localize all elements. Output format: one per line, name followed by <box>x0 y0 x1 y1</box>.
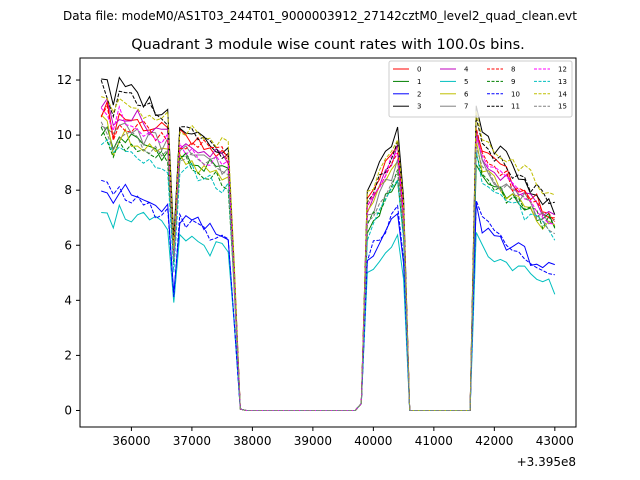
legend-label: 15 <box>558 103 567 111</box>
x-tick-label: 42000 <box>475 434 513 448</box>
x-tick-label: 36000 <box>112 434 150 448</box>
chart-title: Quadrant 3 module wise count rates with … <box>131 37 525 53</box>
legend-label: 12 <box>558 66 567 74</box>
series-line-15 <box>100 121 556 411</box>
legend-label: 6 <box>464 90 469 98</box>
plot-frame <box>79 57 577 428</box>
legend-label: 10 <box>511 90 520 98</box>
legend-label: 13 <box>558 78 567 86</box>
x-tick-label: 37000 <box>173 434 211 448</box>
y-tick-label: 8 <box>64 183 72 197</box>
y-tick-label: 12 <box>57 73 72 87</box>
x-tick-label: 43000 <box>536 434 574 448</box>
axes-layer: 36000 37000 38000 39000 40000 41000 42000 43000… <box>57 73 574 448</box>
legend-label: 3 <box>417 103 421 111</box>
x-tick-label: 39000 <box>294 434 332 448</box>
y-tick-label: 4 <box>64 293 72 307</box>
y-tick-label: 2 <box>64 348 72 362</box>
data-file-caption: Data file: modeM0/AS1T03_244T01_90000039… <box>63 9 577 23</box>
legend-label: 11 <box>511 103 520 111</box>
legend-label: 5 <box>464 78 468 86</box>
x-tick-label: 41000 <box>415 434 453 448</box>
legend-frame <box>388 60 573 118</box>
legend-label: 14 <box>558 90 567 98</box>
legend-label: 1 <box>417 78 421 86</box>
y-tick-label: 6 <box>64 238 72 252</box>
legend-label: 0 <box>417 66 421 74</box>
x-offset-label: +3.395e8 <box>517 455 576 469</box>
legend-label: 2 <box>417 90 421 98</box>
x-tick-label: 40000 <box>354 434 392 448</box>
y-tick-label: 10 <box>57 128 72 142</box>
y-tick-label: 0 <box>64 403 72 417</box>
legend-label: 9 <box>511 78 515 86</box>
legend-label: 8 <box>511 66 515 74</box>
legend-label: 7 <box>464 103 468 111</box>
x-tick-label: 38000 <box>233 434 271 448</box>
legend-label: 4 <box>464 66 469 74</box>
series-layer <box>100 76 556 411</box>
